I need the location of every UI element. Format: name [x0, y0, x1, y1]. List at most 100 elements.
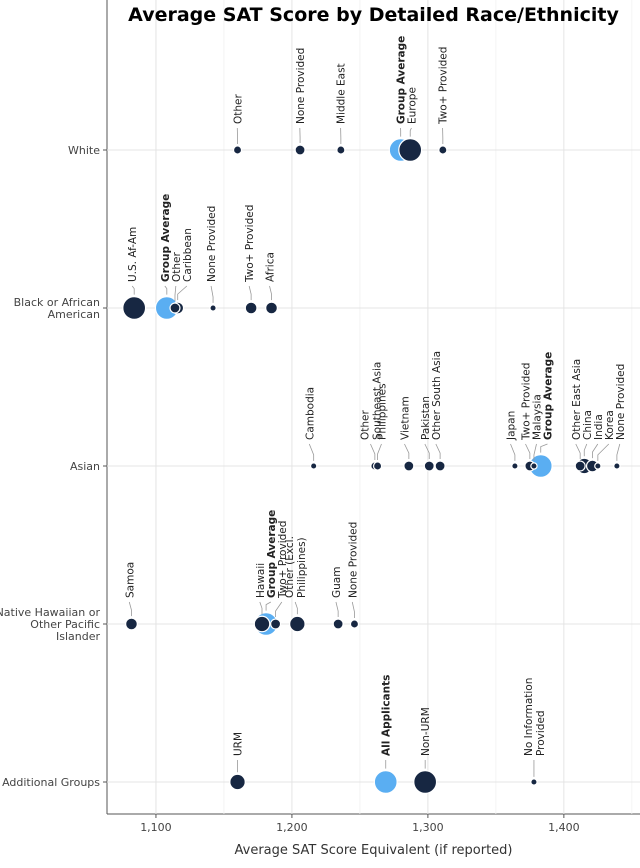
- point-label: Cambodia: [304, 387, 316, 440]
- x-axis-label: Average SAT Score Equivalent (if reporte…: [107, 843, 640, 858]
- label-leader-line: [541, 444, 548, 453]
- point-label: Philippines: [376, 383, 388, 440]
- label-leader-line: [132, 286, 134, 295]
- point-label: Caribbean: [182, 228, 194, 282]
- label-leader-line: [410, 128, 411, 137]
- point-label: Vietnam: [399, 396, 411, 440]
- x-tick-label: 1,100: [140, 821, 172, 834]
- point-label: Guam: [331, 567, 343, 598]
- y-tick-label: Asian: [70, 460, 100, 473]
- point-label: Two+ Provided: [438, 47, 450, 125]
- data-point: [424, 461, 434, 471]
- data-point: [126, 618, 138, 630]
- point-label: Provided: [535, 710, 547, 756]
- point-label: Japan: [506, 411, 518, 441]
- point-label: Samoa: [124, 562, 136, 598]
- data-point: [290, 616, 305, 631]
- label-leader-line: [266, 602, 271, 611]
- point-label: Africa: [265, 252, 277, 282]
- point-label: All Applicants: [381, 675, 393, 756]
- y-tick-label: American: [48, 308, 100, 321]
- label-leader-line: [352, 602, 354, 618]
- data-point: [595, 463, 601, 469]
- label-leader-line: [211, 286, 213, 303]
- data-point: [210, 305, 216, 311]
- label-leader-line: [249, 286, 251, 300]
- x-tick-label: 1,200: [276, 821, 308, 834]
- point-label: Other: [232, 94, 244, 124]
- data-point: [271, 619, 281, 629]
- label-leader-line: [309, 444, 313, 461]
- label-leader-line: [425, 444, 429, 459]
- point-label: Group Average: [542, 352, 554, 440]
- data-point: [374, 462, 382, 470]
- data-point: [311, 463, 317, 469]
- point-label: Non-URM: [420, 707, 432, 756]
- data-point: [337, 146, 345, 154]
- label-leader-line: [617, 444, 620, 461]
- data-point: [245, 302, 257, 314]
- data-point: [531, 463, 537, 469]
- label-leader-line: [270, 286, 272, 300]
- x-tick-label: 1,400: [548, 821, 580, 834]
- data-point: [404, 461, 414, 471]
- data-point: [295, 145, 305, 155]
- y-tick-label: Islander: [56, 630, 100, 643]
- label-leader-line: [378, 444, 382, 460]
- label-leader-line: [576, 444, 580, 459]
- data-point: [170, 303, 180, 313]
- data-point: [414, 771, 437, 794]
- y-tick-label: Additional Groups: [2, 776, 100, 789]
- data-point: [230, 774, 245, 789]
- point-label: None Provided: [206, 206, 218, 282]
- point-label: Other: [359, 410, 371, 440]
- x-tick-label: 1,300: [412, 821, 444, 834]
- data-point: [531, 779, 537, 785]
- data-point: [254, 616, 269, 631]
- point-label: URM: [233, 732, 245, 756]
- label-leader-line: [129, 602, 131, 616]
- label-leader-line: [511, 444, 515, 461]
- data-point: [333, 619, 343, 629]
- label-leader-line: [295, 602, 297, 614]
- label-leader-line: [584, 444, 587, 456]
- label-leader-line: [598, 444, 609, 461]
- data-point: [233, 146, 241, 154]
- point-label: Other South Asia: [431, 351, 443, 440]
- data-point: [512, 463, 518, 469]
- point-label: No Information: [523, 678, 535, 756]
- point-label: Philippines): [296, 537, 308, 598]
- label-leader-line: [370, 444, 374, 460]
- label-leader-line: [175, 286, 176, 301]
- label-leader-line: [404, 444, 408, 459]
- label-leader-line: [276, 602, 282, 617]
- point-label: None Provided: [615, 364, 627, 440]
- point-label: Middle East: [336, 63, 348, 124]
- label-leader-line: [165, 286, 167, 295]
- point-label: Two+ Provided: [244, 205, 256, 283]
- point-label: U.S. Af-Am: [127, 227, 139, 282]
- label-leader-line: [178, 286, 187, 300]
- point-label: None Provided: [347, 522, 359, 598]
- label-leader-line: [260, 602, 262, 614]
- label-leader-line: [592, 444, 597, 458]
- data-point: [575, 461, 585, 471]
- point-label: Europe: [406, 87, 418, 124]
- data-point: [374, 771, 397, 794]
- data-point: [266, 302, 278, 314]
- y-tick-label: White: [68, 144, 100, 157]
- label-leader-line: [436, 444, 440, 459]
- point-label: None Provided: [295, 48, 307, 124]
- data-point: [614, 463, 620, 469]
- data-point: [123, 297, 146, 320]
- label-leader-line: [525, 444, 529, 459]
- data-point: [435, 461, 445, 471]
- data-point: [399, 139, 422, 162]
- chart-title: Average SAT Score by Detailed Race/Ethni…: [107, 4, 640, 26]
- label-leader-line: [336, 602, 338, 617]
- point-label: Other (Excl.: [284, 536, 296, 598]
- data-point: [439, 146, 447, 154]
- data-point: [350, 620, 358, 628]
